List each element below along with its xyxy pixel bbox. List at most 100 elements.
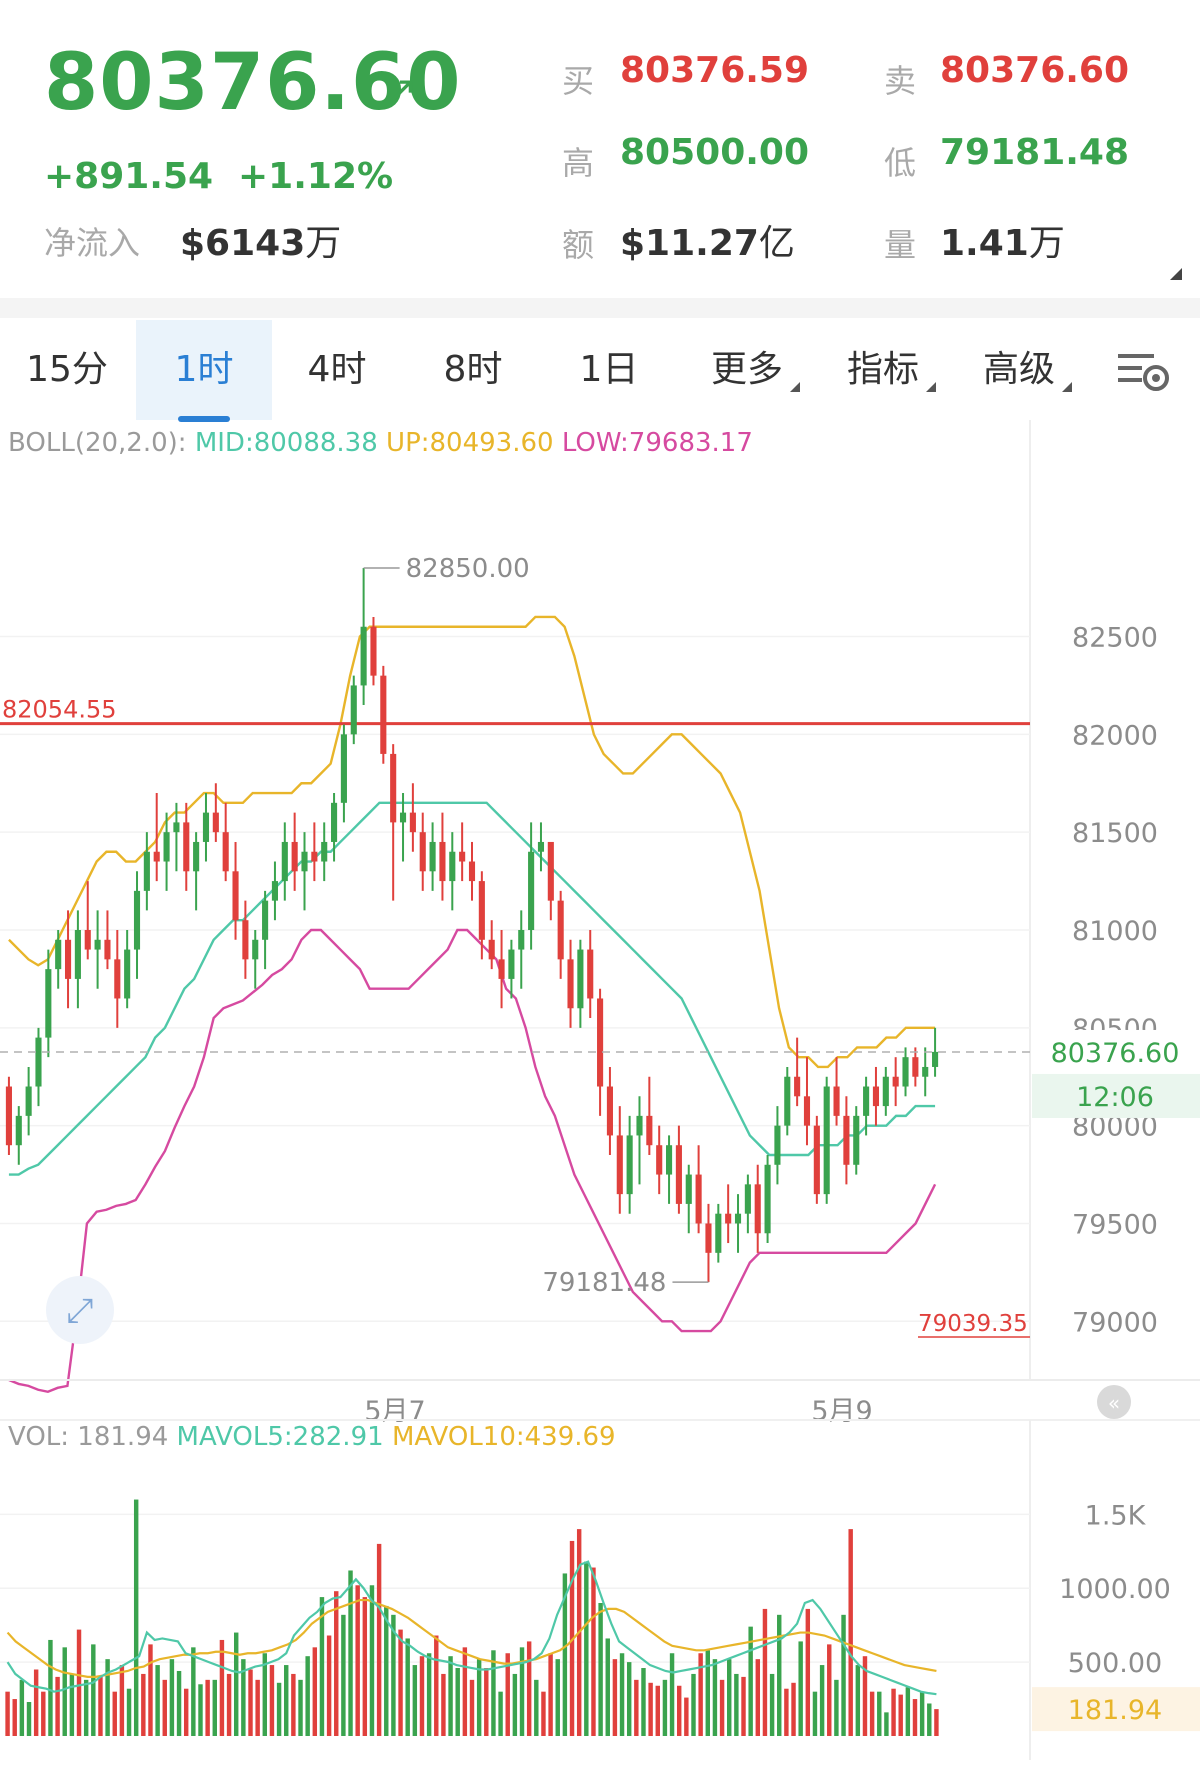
volume-bar <box>705 1650 711 1736</box>
candle-body <box>794 1076 801 1097</box>
y-tick-label: 79500 <box>1072 1209 1158 1240</box>
candle-body <box>449 851 456 882</box>
candle-body <box>922 1066 929 1077</box>
mavol10-line <box>6 1598 937 1678</box>
volume-bar <box>126 1688 132 1736</box>
candle-body <box>45 969 52 1038</box>
volume-bar <box>291 1673 296 1736</box>
volume-bar <box>862 1656 868 1736</box>
volume-bar <box>212 1679 217 1736</box>
volume-bar <box>698 1653 703 1736</box>
tab-1h[interactable]: 1时 <box>136 320 272 420</box>
vol-y-tick-label: 500.00 <box>1068 1648 1162 1679</box>
price-chart[interactable]: 8250082000815008100080500800007950079000… <box>0 420 1200 1430</box>
high-label: 高 <box>562 144 595 182</box>
candle-body <box>331 802 338 842</box>
volume-bar <box>455 1668 460 1736</box>
volume-bar <box>119 1665 125 1736</box>
candle-body <box>202 812 210 842</box>
low-price: 79181.48 <box>940 132 1130 173</box>
candle-body <box>74 930 81 979</box>
volume-bar <box>319 1597 325 1736</box>
boll-legend: BOLL(20,2.0): MID:80088.38 UP:80493.60 L… <box>8 428 753 458</box>
volume-bar <box>819 1665 825 1736</box>
boll-low: LOW:79683.17 <box>561 428 753 458</box>
candle-body <box>183 822 190 872</box>
tab-1d[interactable]: 1日 <box>579 349 639 390</box>
volume-chart[interactable]: 1.5K 1000.00 500.00 181.94 <box>0 1420 1200 1771</box>
boll-upper-line <box>8 615 936 1069</box>
candle-body <box>764 1164 771 1234</box>
candle-body <box>104 939 111 960</box>
candle-body <box>675 1145 682 1204</box>
high-price: 80500.00 <box>620 132 810 173</box>
volume-bar <box>641 1668 646 1736</box>
volume-bar <box>376 1543 382 1736</box>
volume-bar <box>76 1629 82 1736</box>
volume-bar <box>341 1614 346 1736</box>
boll-name: BOLL(20,2.0): <box>8 428 187 458</box>
tab-indicators[interactable]: 指标 <box>846 349 919 390</box>
chart-settings-icon[interactable] <box>1116 350 1172 394</box>
volume-bar <box>598 1603 603 1736</box>
volume-bar <box>19 1679 25 1736</box>
volume-bar <box>612 1659 618 1736</box>
tab-15m[interactable]: 15分 <box>26 349 108 390</box>
candle-body <box>705 1223 712 1253</box>
price-change-pct: +1.12% <box>238 156 394 197</box>
candle-body <box>685 1174 692 1204</box>
candle-body <box>833 1086 840 1116</box>
volume-bar <box>412 1665 418 1736</box>
volume-bar <box>769 1673 775 1736</box>
volume-bar <box>105 1659 110 1736</box>
candle-body <box>823 1086 830 1195</box>
candle-body <box>616 1135 623 1195</box>
tab-8h[interactable]: 8时 <box>443 349 503 390</box>
candle-body <box>94 939 101 950</box>
amount-value: $11.27亿 <box>620 223 795 264</box>
volume-bar <box>226 1673 232 1736</box>
scroll-to-latest-glyph: « <box>1108 1391 1120 1415</box>
volume-bar <box>419 1656 425 1736</box>
volume-bar <box>541 1691 546 1736</box>
candle-body <box>350 685 357 735</box>
net-inflow-label: 净流入 <box>44 224 141 262</box>
active-tab-indicator <box>178 416 230 422</box>
volume-bar <box>426 1653 432 1736</box>
candle-body <box>340 734 347 803</box>
candle-body <box>114 959 121 999</box>
volume-bar <box>519 1647 525 1736</box>
mavol10: MAVOL10:439.69 <box>391 1422 616 1452</box>
volume-bar <box>248 1669 253 1736</box>
candle-body <box>380 675 387 754</box>
candle-body <box>695 1174 702 1224</box>
volume-bar <box>919 1691 925 1736</box>
volume-bar <box>33 1669 39 1736</box>
candle-body <box>587 949 594 999</box>
tab-4h[interactable]: 4时 <box>307 349 367 390</box>
tab-more[interactable]: 更多 <box>710 349 783 390</box>
volume-bar <box>526 1641 532 1736</box>
tab-advanced[interactable]: 高级 <box>982 349 1055 390</box>
candle-body <box>399 812 407 823</box>
candle-body <box>734 1213 742 1224</box>
volume-bar <box>655 1685 660 1736</box>
volume-bar <box>269 1665 275 1736</box>
volume-bar <box>877 1691 882 1736</box>
lower-band-label: 79039.35 <box>918 1311 1028 1337</box>
candle-body <box>360 626 367 686</box>
volume-bar <box>62 1647 67 1736</box>
volume-legend: VOL: 181.94 MAVOL5:282.91 MAVOL10:439.69 <box>8 1422 616 1452</box>
candle-body <box>15 1115 22 1146</box>
volume-bar <box>348 1570 353 1736</box>
expand-corner-icon[interactable] <box>1170 268 1182 280</box>
candle-body <box>193 841 200 872</box>
volume-bar <box>591 1567 596 1736</box>
candle-body <box>902 1057 909 1087</box>
volume-bar <box>434 1635 439 1736</box>
volume-bar <box>798 1641 803 1736</box>
volume-bar <box>734 1673 739 1736</box>
y-tick-label: 81500 <box>1072 818 1158 849</box>
volume-bar <box>276 1682 282 1736</box>
price-alert-label: 82054.55 <box>2 696 117 724</box>
